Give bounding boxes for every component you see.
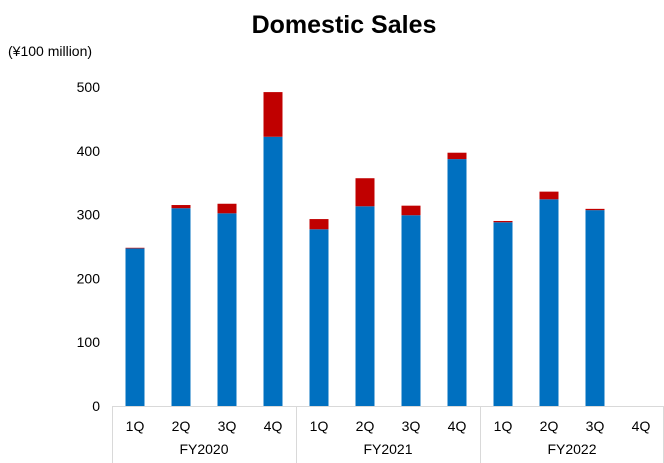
bar-segment-series-2 <box>401 205 421 216</box>
y-tick-label: 400 <box>77 143 101 159</box>
x-tick-label: 3Q <box>586 418 605 434</box>
x-group-label: FY2021 <box>363 441 412 457</box>
bar-segment-series-1 <box>493 222 513 406</box>
chart-title: Domestic Sales <box>252 11 437 39</box>
bar-segment-series-1 <box>539 199 559 406</box>
x-tick-label: 4Q <box>448 418 467 434</box>
x-tick-label: 2Q <box>540 418 559 434</box>
bar-segment-series-2 <box>493 220 513 223</box>
x-group-label: FY2020 <box>179 441 228 457</box>
bar-segment-series-1 <box>447 159 467 406</box>
bar-segment-series-2 <box>585 208 605 211</box>
x-tick-label: 2Q <box>172 418 191 434</box>
x-axis: 1Q 2Q 3Q 4Q 1Q 2Q 3Q 4Q 1Q 2Q 3Q 4Q FY2020 FY2021 FY20… <box>112 406 664 463</box>
y-tick-label: 500 <box>77 79 101 95</box>
bar-segment-series-1 <box>125 248 145 406</box>
y-tick-label: 200 <box>77 270 101 286</box>
x-tick-label: 1Q <box>494 418 513 434</box>
y-tick-label: 100 <box>77 334 101 350</box>
bar-segment-series-2 <box>447 152 467 160</box>
y-tick-label: 0 <box>92 398 100 414</box>
bar-segment-series-1 <box>355 206 375 406</box>
bar-segment-series-1 <box>585 210 605 406</box>
x-tick-label: 1Q <box>310 418 329 434</box>
bar-segment-series-1 <box>171 208 191 406</box>
bar-segment-series-1 <box>263 136 283 406</box>
bar-segment-series-2 <box>125 247 145 249</box>
bar-segment-series-2 <box>263 92 283 137</box>
x-tick-label: 1Q <box>126 418 145 434</box>
y-axis: 0 100 200 300 400 500 <box>77 79 101 414</box>
bar-segment-series-2 <box>171 205 191 209</box>
bar-segment-series-2 <box>309 219 329 230</box>
x-tick-label: 4Q <box>264 418 283 434</box>
y-tick-label: 300 <box>77 207 101 223</box>
y-axis-unit-label: (¥100 million) <box>8 43 92 59</box>
bar-segment-series-2 <box>217 203 237 214</box>
x-tick-label: 3Q <box>402 418 421 434</box>
bar-segment-series-2 <box>539 191 559 200</box>
bar-segment-series-1 <box>401 215 421 406</box>
x-tick-label: 4Q <box>632 418 651 434</box>
x-tick-label: 3Q <box>218 418 237 434</box>
x-tick-label: 2Q <box>356 418 375 434</box>
bars <box>125 92 605 406</box>
bar-segment-series-1 <box>217 213 237 406</box>
bar-segment-series-1 <box>309 229 329 406</box>
bar-segment-series-2 <box>355 178 375 207</box>
x-group-label: FY2022 <box>547 441 596 457</box>
